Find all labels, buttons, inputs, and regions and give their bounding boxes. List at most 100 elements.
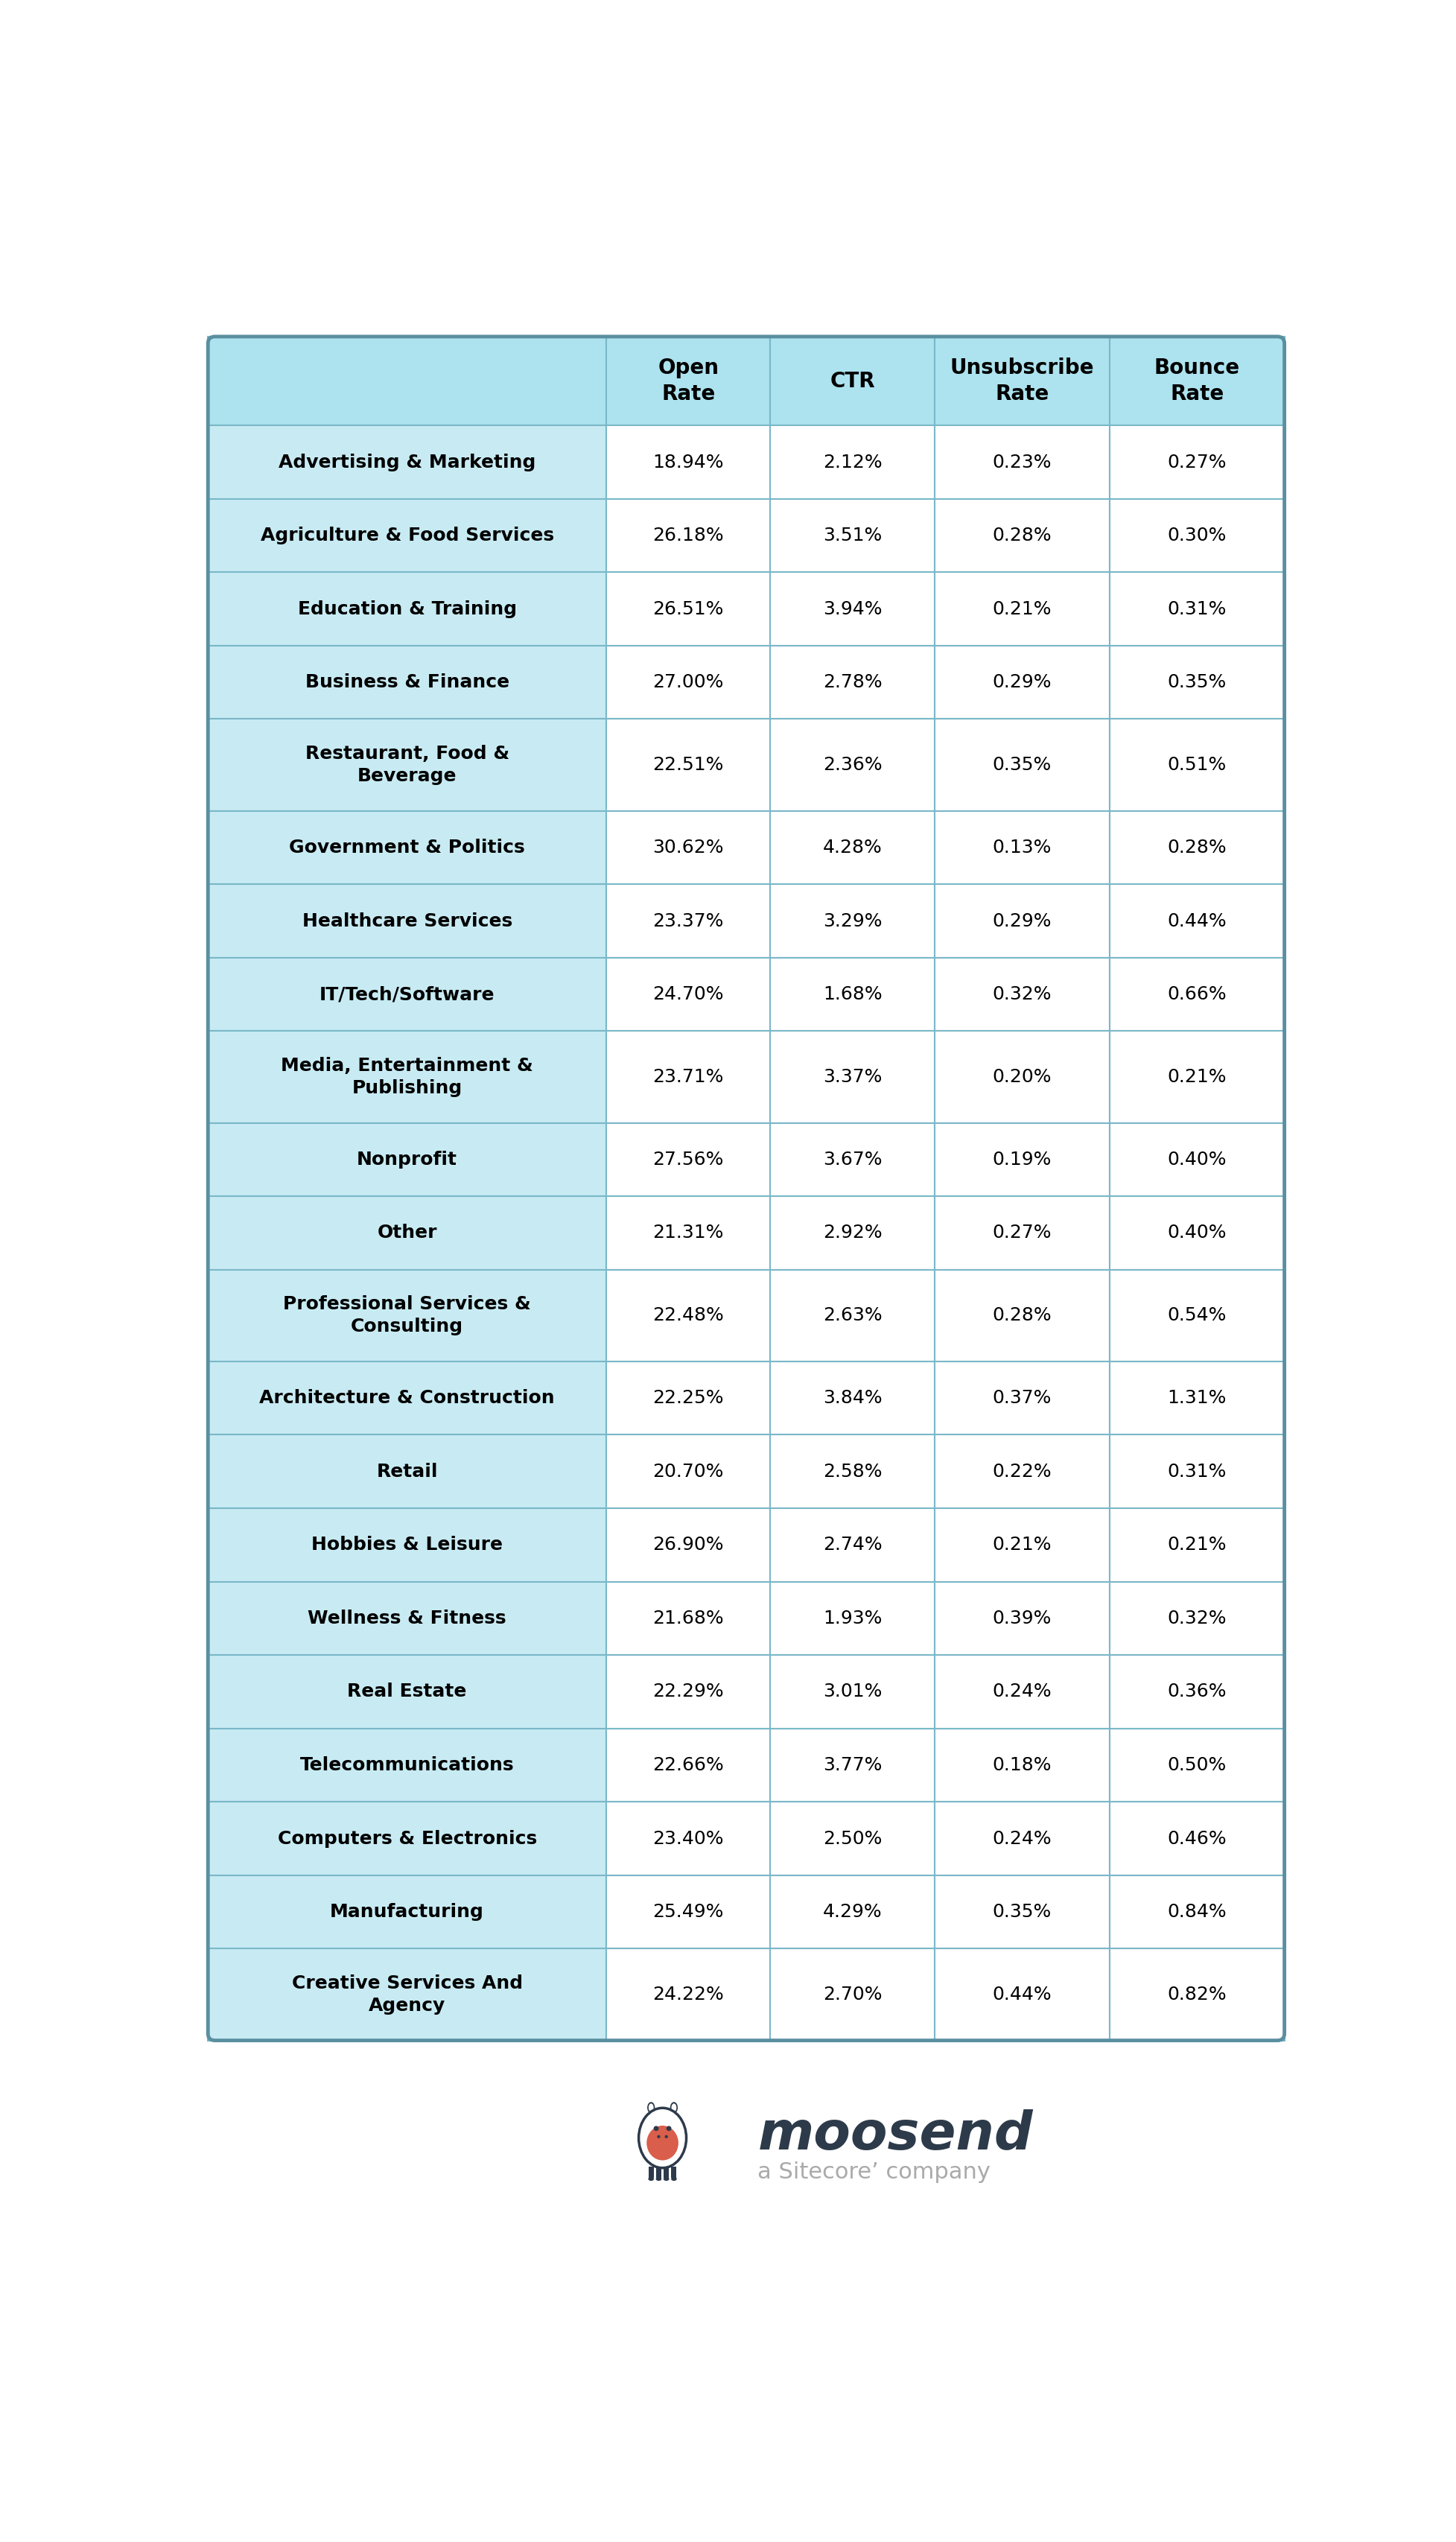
Text: 2.92%: 2.92% — [823, 1225, 882, 1243]
Bar — [1109, 1581, 1284, 1655]
Text: 0.54%: 0.54% — [1168, 1307, 1226, 1324]
Bar — [606, 1581, 770, 1655]
Ellipse shape — [655, 2176, 661, 2181]
Text: Wellness & Fitness: Wellness & Fitness — [307, 1609, 507, 1627]
Text: 0.18%: 0.18% — [993, 1757, 1051, 1774]
Bar — [935, 958, 1109, 1032]
Text: 22.25%: 22.25% — [652, 1388, 724, 1408]
Bar — [770, 1876, 935, 1950]
Bar — [935, 1124, 1109, 1197]
Bar — [208, 1581, 606, 1655]
Text: Retail: Retail — [377, 1462, 438, 1479]
Ellipse shape — [639, 2107, 686, 2168]
Text: 0.36%: 0.36% — [1168, 1683, 1226, 1701]
Bar — [935, 1434, 1109, 1507]
Text: Business & Finance: Business & Finance — [306, 674, 510, 691]
Bar — [208, 572, 606, 646]
Bar — [1109, 958, 1284, 1032]
Bar — [770, 1197, 935, 1268]
Text: CTR: CTR — [830, 371, 875, 391]
Bar — [1109, 1950, 1284, 2041]
Bar — [1109, 1876, 1284, 1950]
Text: 0.19%: 0.19% — [993, 1152, 1051, 1169]
Text: 26.90%: 26.90% — [652, 1535, 724, 1553]
Bar — [935, 1581, 1109, 1655]
Bar — [935, 1032, 1109, 1124]
Bar — [208, 1124, 606, 1197]
Text: 3.94%: 3.94% — [823, 600, 882, 618]
Bar — [208, 498, 606, 572]
Bar — [208, 1032, 606, 1124]
Bar — [606, 498, 770, 572]
Text: 22.29%: 22.29% — [652, 1683, 724, 1701]
Bar — [770, 1363, 935, 1434]
Text: 0.23%: 0.23% — [993, 452, 1051, 470]
Bar — [648, 2166, 654, 2178]
Bar — [770, 719, 935, 811]
Bar — [935, 1876, 1109, 1950]
Text: 0.30%: 0.30% — [1168, 526, 1226, 544]
Bar — [770, 336, 935, 425]
Text: 21.68%: 21.68% — [652, 1609, 724, 1627]
Bar — [935, 1268, 1109, 1363]
Bar — [208, 425, 606, 498]
Bar — [606, 885, 770, 958]
Text: 0.40%: 0.40% — [1168, 1225, 1226, 1243]
Bar — [606, 958, 770, 1032]
Bar — [1109, 336, 1284, 425]
Text: Real Estate: Real Estate — [348, 1683, 467, 1701]
Ellipse shape — [671, 2176, 677, 2181]
Text: 2.50%: 2.50% — [823, 1830, 882, 1848]
Text: 26.18%: 26.18% — [652, 526, 724, 544]
Bar — [770, 885, 935, 958]
Bar — [935, 1729, 1109, 1802]
Text: 3.01%: 3.01% — [823, 1683, 882, 1701]
Bar — [208, 719, 606, 811]
Bar — [1109, 1729, 1284, 1802]
Text: 0.28%: 0.28% — [993, 526, 1051, 544]
Text: Open
Rate: Open Rate — [658, 358, 719, 404]
Text: 2.70%: 2.70% — [823, 1985, 882, 2003]
Bar — [606, 1950, 770, 2041]
Text: 0.32%: 0.32% — [1168, 1609, 1226, 1627]
Text: 27.00%: 27.00% — [652, 674, 724, 691]
Bar — [657, 2166, 661, 2178]
Bar — [770, 1434, 935, 1507]
Bar — [770, 572, 935, 646]
Ellipse shape — [648, 2105, 654, 2112]
Text: 4.29%: 4.29% — [823, 1904, 882, 1922]
Text: Architecture & Construction: Architecture & Construction — [259, 1388, 555, 1408]
Bar — [1109, 1507, 1284, 1581]
Bar — [208, 336, 606, 425]
Text: Healthcare Services: Healthcare Services — [301, 913, 513, 930]
Bar — [770, 425, 935, 498]
Bar — [935, 1197, 1109, 1268]
Bar — [606, 1197, 770, 1268]
Bar — [770, 958, 935, 1032]
Ellipse shape — [646, 2125, 678, 2161]
Text: 0.46%: 0.46% — [1168, 1830, 1226, 1848]
Bar — [1109, 1802, 1284, 1876]
Bar — [770, 1950, 935, 2041]
Text: 1.31%: 1.31% — [1168, 1388, 1226, 1408]
Text: 0.13%: 0.13% — [993, 839, 1051, 857]
Bar — [208, 1434, 606, 1507]
Text: 0.32%: 0.32% — [993, 986, 1051, 1004]
Text: 0.82%: 0.82% — [1168, 1985, 1226, 2003]
Bar — [770, 811, 935, 885]
Text: 3.29%: 3.29% — [823, 913, 882, 930]
Text: 0.40%: 0.40% — [1168, 1152, 1226, 1169]
Bar — [1109, 425, 1284, 498]
Circle shape — [665, 2135, 668, 2138]
Bar — [208, 1363, 606, 1434]
Ellipse shape — [664, 2176, 670, 2181]
Bar — [208, 1655, 606, 1729]
Bar — [935, 1363, 1109, 1434]
Bar — [1109, 811, 1284, 885]
Circle shape — [657, 2135, 660, 2138]
Bar — [606, 1876, 770, 1950]
Bar — [935, 811, 1109, 885]
Text: 2.63%: 2.63% — [823, 1307, 882, 1324]
Text: 0.35%: 0.35% — [1168, 674, 1226, 691]
Text: 0.44%: 0.44% — [993, 1985, 1051, 2003]
